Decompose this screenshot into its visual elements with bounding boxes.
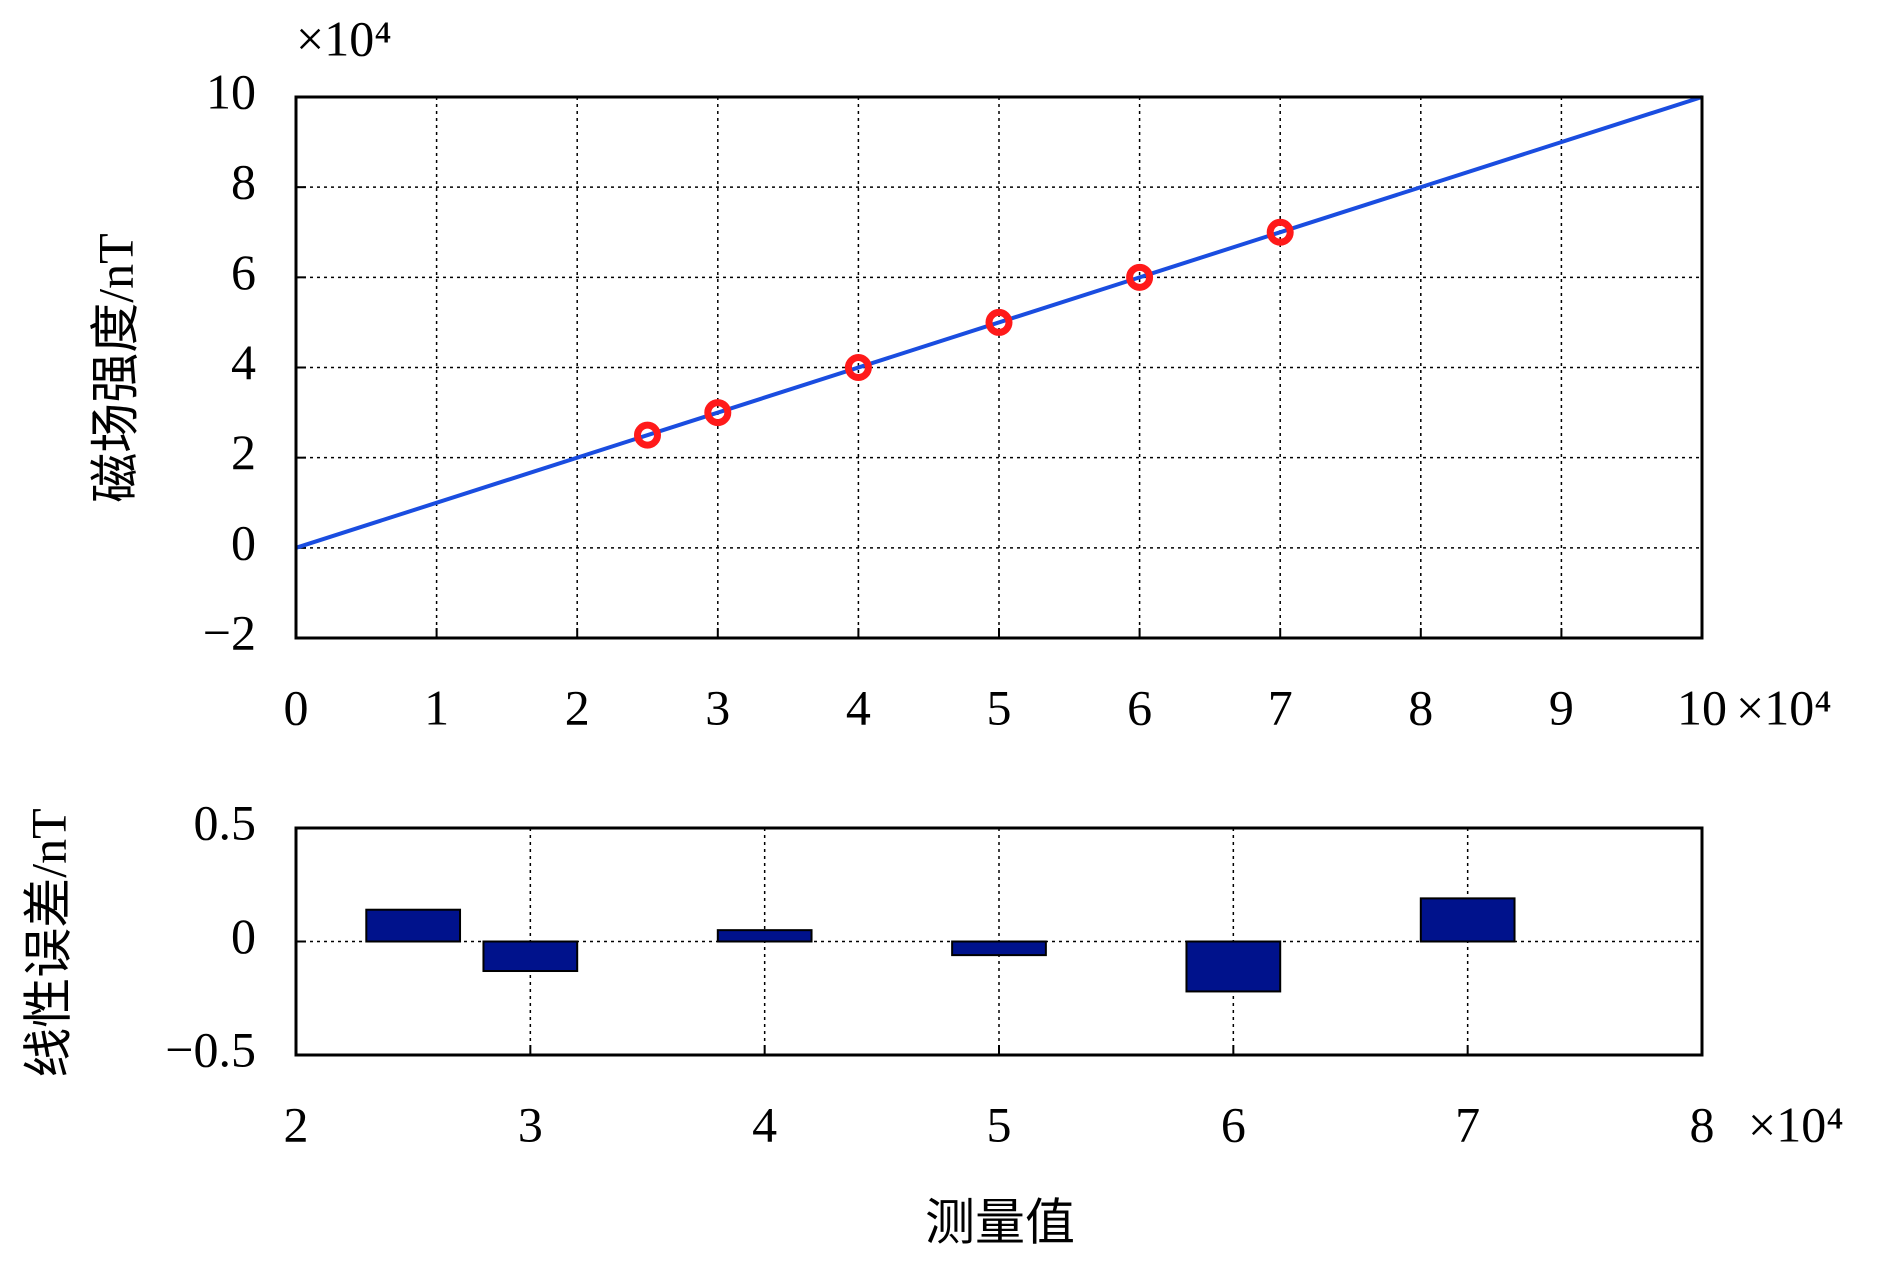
y-tick-label: 6: [231, 244, 256, 300]
bar: [1185, 940, 1282, 993]
x-tick-label: 8: [1690, 1096, 1715, 1152]
x-multiplier: ×10⁴: [1736, 679, 1832, 735]
line: [295, 95, 1703, 550]
scatter-point: [1126, 263, 1154, 291]
y-tick-label: −0.5: [165, 1021, 256, 1077]
bar: [365, 908, 462, 943]
plot-frame: [294, 826, 1704, 1057]
y-axis-label: 线性误差/nT: [20, 808, 76, 1077]
x-tick-label: 5: [987, 1096, 1012, 1152]
plot-frame: [294, 95, 1704, 640]
bar: [716, 929, 813, 943]
x-tick-label: 9: [1549, 679, 1574, 735]
y-tick-label: 10: [206, 63, 256, 119]
x-tick-label: 10: [1677, 679, 1727, 735]
scatter-point: [704, 399, 732, 427]
x-multiplier: ×10⁴: [1748, 1096, 1844, 1152]
y-tick-label: 8: [231, 154, 256, 210]
x-tick-label: 7: [1268, 679, 1293, 735]
scatter-point: [1266, 218, 1294, 246]
y-tick-label: 2: [231, 424, 256, 480]
x-tick-label: 4: [752, 1096, 777, 1152]
scatter-point: [844, 354, 872, 381]
y-tick-label: 0: [231, 908, 256, 964]
bar: [482, 940, 579, 973]
y-tick-label: −2: [203, 604, 256, 660]
x-tick-label: 4: [846, 679, 871, 735]
x-tick-label: 2: [565, 679, 590, 735]
x-axis-label: 测量值: [925, 1194, 1075, 1250]
x-tick-label: 3: [518, 1096, 543, 1152]
scatter-point: [985, 308, 1013, 336]
x-tick-label: 6: [1127, 679, 1152, 735]
scatter-point: [634, 421, 661, 449]
x-tick-label: 0: [284, 679, 309, 735]
x-tick-label: 8: [1408, 679, 1433, 735]
x-tick-label: 1: [424, 679, 449, 735]
x-tick-label: 2: [284, 1096, 309, 1152]
bar: [951, 940, 1047, 957]
y-axis-label: 磁场强度/nT: [87, 233, 143, 502]
bar: [1419, 897, 1516, 943]
x-tick-label: 6: [1221, 1096, 1246, 1152]
x-tick-label: 5: [987, 679, 1012, 735]
y-tick-label: 0.5: [194, 794, 257, 850]
y-tick-label: 4: [231, 334, 256, 390]
y-multiplier: ×10⁴: [296, 10, 392, 66]
y-tick-label: 0: [231, 514, 256, 570]
x-tick-label: 3: [705, 679, 730, 735]
x-tick-label: 7: [1455, 1096, 1480, 1152]
